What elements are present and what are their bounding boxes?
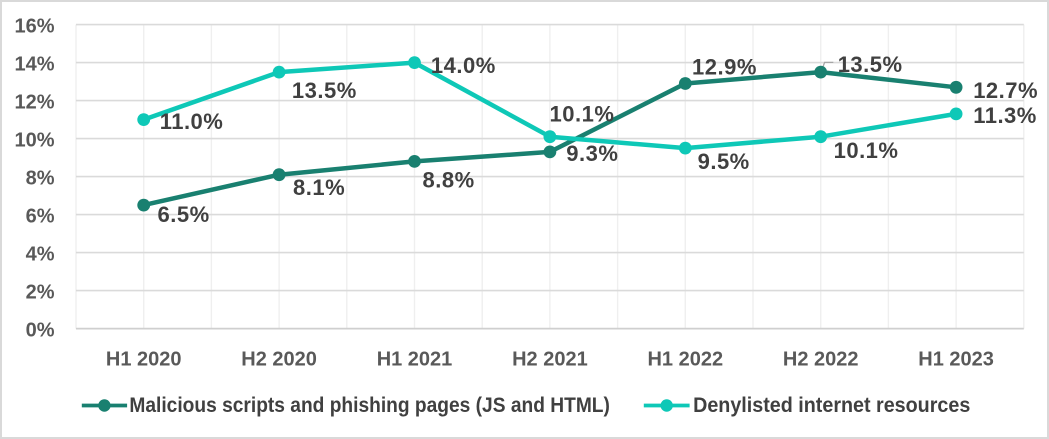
svg-text:H1 2021: H1 2021 xyxy=(377,348,453,370)
svg-text:14%: 14% xyxy=(14,54,54,76)
svg-text:Malicious scripts and phishing: Malicious scripts and phishing pages (JS… xyxy=(129,394,610,417)
svg-text:14.0%: 14.0% xyxy=(431,53,496,78)
svg-text:12.7%: 12.7% xyxy=(973,78,1038,103)
svg-text:6%: 6% xyxy=(26,206,55,228)
svg-text:8.8%: 8.8% xyxy=(423,167,475,192)
svg-text:9.5%: 9.5% xyxy=(698,149,750,174)
svg-text:12.9%: 12.9% xyxy=(692,54,757,79)
svg-text:H2 2022: H2 2022 xyxy=(783,348,859,370)
svg-text:12%: 12% xyxy=(14,92,54,114)
svg-text:H1 2023: H1 2023 xyxy=(918,348,994,370)
svg-text:16%: 16% xyxy=(14,16,54,38)
svg-text:2%: 2% xyxy=(26,282,55,304)
svg-text:8.1%: 8.1% xyxy=(293,175,345,200)
svg-text:10.1%: 10.1% xyxy=(550,102,615,127)
svg-text:H1 2022: H1 2022 xyxy=(647,348,723,370)
svg-text:10%: 10% xyxy=(14,130,54,152)
svg-text:11.3%: 11.3% xyxy=(973,103,1037,128)
svg-text:6.5%: 6.5% xyxy=(158,202,210,227)
svg-text:8%: 8% xyxy=(26,168,55,190)
svg-text:H1 2020: H1 2020 xyxy=(106,348,182,370)
svg-text:Denylisted internet resources: Denylisted internet resources xyxy=(693,394,970,417)
svg-text:4%: 4% xyxy=(26,244,55,266)
svg-text:10.1%: 10.1% xyxy=(834,138,899,163)
svg-text:13.5%: 13.5% xyxy=(838,52,903,77)
svg-text:9.3%: 9.3% xyxy=(566,141,618,166)
svg-text:13.5%: 13.5% xyxy=(292,78,357,103)
svg-text:H2 2020: H2 2020 xyxy=(241,348,317,370)
svg-text:H2 2021: H2 2021 xyxy=(512,348,588,370)
svg-text:0%: 0% xyxy=(26,320,55,342)
svg-text:11.0%: 11.0% xyxy=(160,109,224,134)
